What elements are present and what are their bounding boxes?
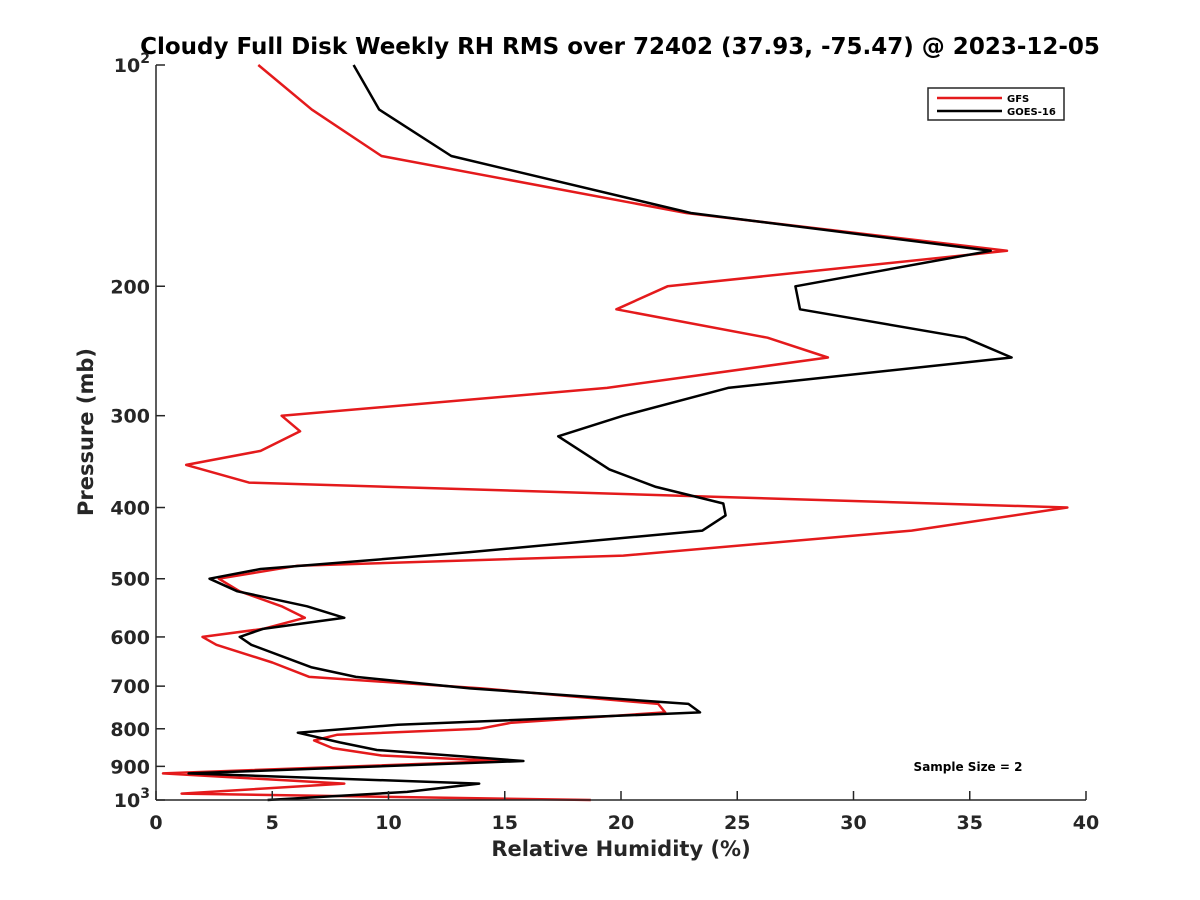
y-ticks: 102 200 300 400 500 600 700 800 900 103 bbox=[110, 51, 165, 812]
y-tick-label: 400 bbox=[110, 498, 150, 520]
x-tick-label: 5 bbox=[266, 812, 279, 834]
series-line-gfs bbox=[161, 64, 1069, 802]
x-tick-label: 25 bbox=[724, 812, 750, 834]
y-tick-label: 300 bbox=[110, 406, 150, 428]
y-tick-label: 900 bbox=[110, 756, 150, 778]
y-tick-label: 800 bbox=[110, 719, 150, 741]
legend: GFS GOES-16 bbox=[927, 87, 1065, 121]
x-tick-label: 0 bbox=[149, 812, 162, 834]
y-tick-label: 600 bbox=[110, 627, 150, 649]
x-axis-label: Relative Humidity (%) bbox=[491, 837, 750, 861]
series-line-goes-16 bbox=[187, 64, 1013, 802]
legend-label: GFS bbox=[1007, 94, 1029, 105]
x-tick-label: 30 bbox=[840, 812, 866, 834]
y-tick-label: 500 bbox=[110, 569, 150, 591]
legend-label: GOES-16 bbox=[1007, 107, 1056, 118]
sample-size-annotation: Sample Size = 2 bbox=[914, 760, 1023, 774]
chart-title: Cloudy Full Disk Weekly RH RMS over 7240… bbox=[140, 34, 1100, 60]
x-tick-label: 15 bbox=[492, 812, 518, 834]
x-tick-label: 35 bbox=[957, 812, 983, 834]
x-ticks: 0 5 10 15 20 25 30 35 40 bbox=[149, 791, 1099, 834]
y-tick-label: 700 bbox=[110, 676, 150, 698]
y-tick-label: 103 bbox=[114, 786, 150, 812]
legend-box bbox=[927, 87, 1065, 121]
series-layer bbox=[161, 64, 1069, 802]
y-tick-label: 102 bbox=[114, 51, 150, 77]
y-tick-label: 200 bbox=[110, 276, 150, 298]
legend-entries: GFS GOES-16 bbox=[937, 94, 1056, 118]
y-axis-label: Pressure (mb) bbox=[74, 348, 98, 516]
x-tick-label: 20 bbox=[608, 812, 634, 834]
x-tick-label: 10 bbox=[375, 812, 401, 834]
x-tick-label: 40 bbox=[1073, 812, 1099, 834]
